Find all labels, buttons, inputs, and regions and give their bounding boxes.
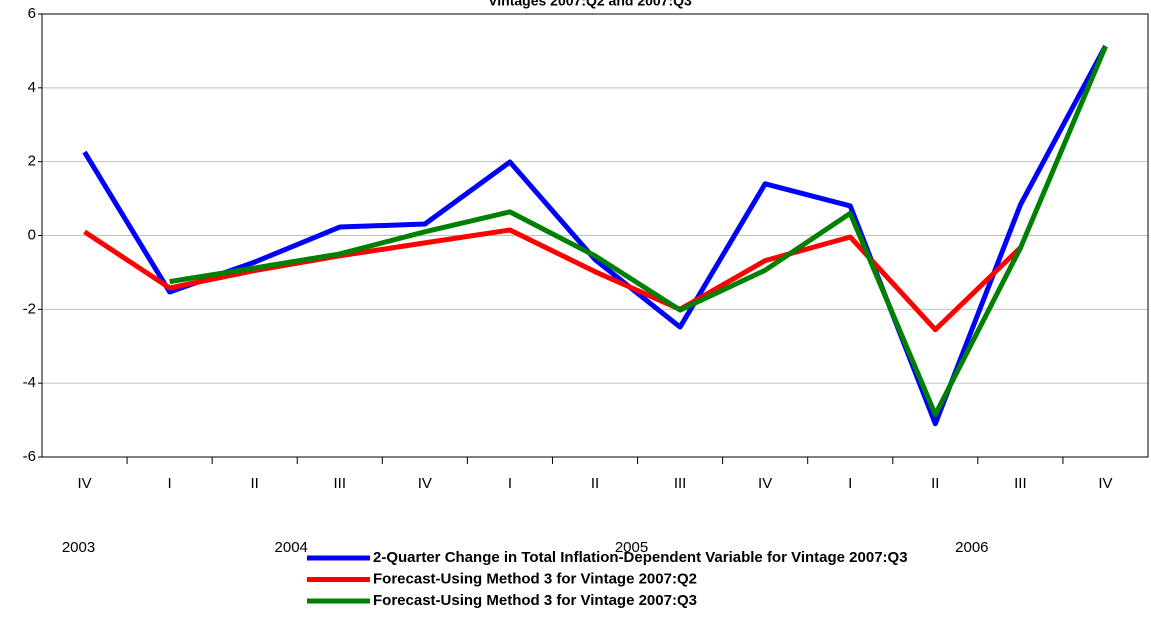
y-tick-label: 2 (28, 153, 36, 170)
year-label: 2005 (615, 539, 648, 556)
x-tick-label: II (251, 475, 259, 492)
y-tick-label: 4 (28, 79, 36, 96)
x-tick-label: IV (77, 475, 91, 492)
y-tick-label: 6 (28, 5, 36, 22)
x-tick-label: III (1014, 475, 1027, 492)
legend-label: 2-Quarter Change in Total Inflation-Depe… (373, 549, 908, 566)
plot-frame (41, 13, 1149, 458)
x-tick-label: I (168, 475, 172, 492)
year-label: 2006 (955, 539, 988, 556)
y-tick-label: -2 (23, 300, 36, 317)
x-tick-label: III (674, 475, 687, 492)
y-tick-label: -4 (23, 374, 36, 391)
chart-title: Vintages 2007:Q2 and 2007:Q3 (488, 0, 692, 9)
year-label: 2004 (275, 539, 308, 556)
x-tick-label: IV (418, 475, 432, 492)
y-tick-label: 0 (28, 226, 36, 243)
x-tick-label: IV (758, 475, 772, 492)
legend-label: Forecast-Using Method 3 for Vintage 2007… (373, 592, 697, 609)
year-label: 2003 (62, 539, 95, 556)
x-tick-label: I (508, 475, 512, 492)
x-tick-label: II (591, 475, 599, 492)
series-line (169, 45, 1108, 418)
x-tick-label: IV (1098, 475, 1112, 492)
series-line (82, 44, 1108, 427)
x-tick-label: II (931, 475, 939, 492)
x-tick-label: I (848, 475, 852, 492)
y-tick-label: -6 (23, 448, 36, 465)
x-tick-label: III (334, 475, 347, 492)
legend-label: Forecast-Using Method 3 for Vintage 2007… (373, 570, 697, 587)
